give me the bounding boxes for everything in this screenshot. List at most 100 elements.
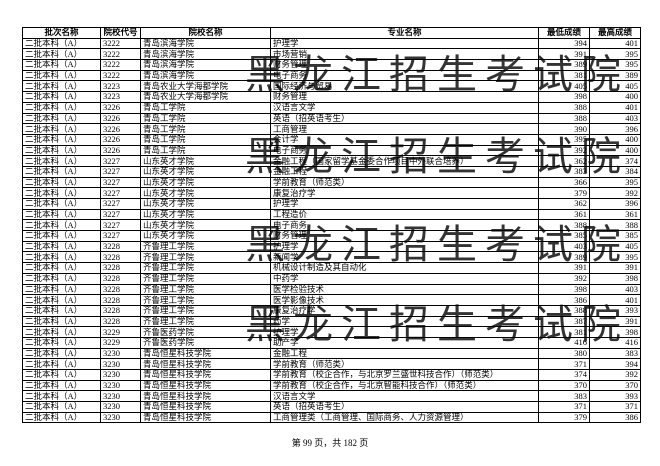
table-row: 二批本科（A） 3228 齐鲁理工学院 新闻学 389 395 <box>22 251 641 264</box>
table-cell: 405 <box>589 80 641 93</box>
table-cell: 二批本科（A） <box>22 48 101 61</box>
table-cell: 388 <box>538 112 590 125</box>
table-cell: 院校代号 <box>100 27 141 39</box>
table-cell: 389 <box>589 69 641 82</box>
table-cell: 3226 <box>100 101 141 114</box>
table-cell: 3229 <box>100 326 141 338</box>
table-cell: 二批本科（A） <box>22 390 101 403</box>
table-cell: 366 <box>538 176 590 189</box>
table-cell: 388 <box>538 101 590 114</box>
table-cell: 387 <box>538 315 590 328</box>
table-cell: 381 <box>538 69 590 82</box>
table-row: 二批本科（A） 3230 青岛恒星科技学院 学前教育（师范类） 371 394 <box>22 358 641 370</box>
table-row: 二批本科（A） 3228 齐鲁理工学院 机械设计制造及其自动化 391 391 <box>22 262 641 274</box>
table-cell: 394 <box>589 358 641 370</box>
table-cell: 二批本科（A） <box>22 411 101 424</box>
table-cell: 山东英才学院 <box>140 230 271 242</box>
table-cell: 374 <box>538 369 590 381</box>
table-cell: 学前教育（师范类） <box>270 358 539 370</box>
score-table: 批次名称 院校代号 院校名称 专业名称 最低成绩 最高成绩 二批本科（A） 3222 青岛滨海学… <box>22 27 641 424</box>
table-cell: 二批本科（A） <box>22 272 101 285</box>
table-cell: 二批本科（A） <box>22 112 101 125</box>
table-cell: 3227 <box>100 155 141 167</box>
table-row: 二批本科（A） 3222 青岛滨海学院 市场营销 391 395 <box>22 48 641 61</box>
table-cell: 二批本科（A） <box>22 91 101 103</box>
table-cell: 二批本科（A） <box>22 219 101 232</box>
table-cell: 最高成绩 <box>589 27 641 39</box>
table-cell: 院校名称 <box>140 27 271 39</box>
table-cell: 齐鲁理工学院 <box>140 272 271 285</box>
table-cell: 助产学 <box>270 336 539 349</box>
table-cell: 393 <box>589 390 641 403</box>
table-cell: 二批本科（A） <box>22 230 101 242</box>
table-row: 二批本科（A） 3226 青岛工学院 电子商务 392 400 <box>22 144 641 157</box>
table-cell: 416 <box>538 336 590 349</box>
table-cell: 汉语言文学 <box>270 390 539 403</box>
table-cell: 青岛恒星科技学院 <box>140 358 271 370</box>
table-cell: 385 <box>538 230 590 242</box>
table-cell: 二批本科（A） <box>22 59 101 71</box>
table-cell: 二批本科（A） <box>22 69 101 82</box>
table-row: 二批本科（A） 3227 山东英才学院 金融工程 383 384 <box>22 165 641 178</box>
table-cell: 3227 <box>100 208 141 221</box>
table-cell: 3228 <box>100 283 141 296</box>
table-cell: 392 <box>538 144 590 157</box>
table-cell: 电子商务 <box>270 144 539 157</box>
table-cell: 3230 <box>100 401 141 413</box>
table-cell: 山东英才学院 <box>140 208 271 221</box>
table-cell: 390 <box>538 123 590 135</box>
table-cell: 二批本科（A） <box>22 198 101 210</box>
table-cell: 二批本科（A） <box>22 155 101 167</box>
table-cell: 学前教育（师范类） <box>270 176 539 189</box>
table-cell: 二批本科（A） <box>22 326 101 338</box>
table-cell: 青岛恒星科技学院 <box>140 347 271 360</box>
table-cell: 青岛滨海学院 <box>140 37 271 50</box>
table-cell: 394 <box>538 37 590 50</box>
table-cell: 391 <box>589 315 641 328</box>
table-row: 二批本科（A） 3227 山东英才学院 护理学 362 396 <box>22 198 641 210</box>
table-cell: 会计学 <box>270 133 539 146</box>
table-cell: 3227 <box>100 187 141 199</box>
table-cell: 二批本科（A） <box>22 165 101 178</box>
table-cell: 383 <box>538 165 590 178</box>
table-cell: 391 <box>589 262 641 274</box>
table-row: 二批本科（A） 3227 山东英才学院 学前教育（师范类） 366 395 <box>22 176 641 189</box>
table-cell: 403 <box>589 112 641 125</box>
table-cell: 3222 <box>100 48 141 61</box>
table-row: 二批本科（A） 3228 齐鲁理工学院 护理学 403 405 <box>22 240 641 253</box>
table-cell: 405 <box>538 80 590 93</box>
table-cell: 3226 <box>100 133 141 146</box>
table-cell: 398 <box>589 272 641 285</box>
table-cell: 医学影像技术 <box>270 294 539 306</box>
table-cell: 护理学 <box>270 198 539 210</box>
table-cell: 370 <box>538 379 590 392</box>
table-row: 二批本科（A） 3230 青岛恒星科技学院 学前教育（校企合作，与北京罗兰盛世科技合作… <box>22 369 641 381</box>
table-cell: 381 <box>538 326 590 338</box>
table-row: 二批本科（A） 3222 青岛滨海学院 电子商务 381 389 <box>22 69 641 82</box>
table-cell: 395 <box>589 251 641 264</box>
table-cell: 386 <box>589 411 641 424</box>
table-cell: 专业名称 <box>270 27 539 39</box>
table-cell: 3223 <box>100 80 141 93</box>
table-cell: 二批本科（A） <box>22 123 101 135</box>
table-cell: 护理学 <box>270 37 539 50</box>
table-row: 二批本科（A） 3230 青岛恒星科技学院 工商管理类（工商管理、国际商务、人力资源管… <box>22 411 641 424</box>
table-cell: 新闻学 <box>270 251 539 264</box>
table-cell: 金融工程 <box>270 347 539 360</box>
table-cell: 二批本科（A） <box>22 283 101 296</box>
table-cell: 3228 <box>100 304 141 317</box>
table-cell: 3227 <box>100 198 141 210</box>
table-cell: 二批本科（A） <box>22 369 101 381</box>
table-cell: 青岛工学院 <box>140 133 271 146</box>
table-cell: 山东英才学院 <box>140 198 271 210</box>
table-cell: 395 <box>589 176 641 189</box>
table-cell: 401 <box>589 37 641 50</box>
table-cell: 山东英才学院 <box>140 219 271 232</box>
table-cell: 398 <box>538 91 590 103</box>
table-cell: 403 <box>538 240 590 253</box>
table-cell: 护理学 <box>270 240 539 253</box>
table-cell: 工商管理类（工商管理、国际商务、人力资源管理） <box>270 411 539 424</box>
table-cell: 3229 <box>100 336 141 349</box>
table-cell: 医学检验技术 <box>270 283 539 296</box>
table-cell: 学前教育（校企合作，与北京智能科技合作）（师范类） <box>270 379 539 392</box>
